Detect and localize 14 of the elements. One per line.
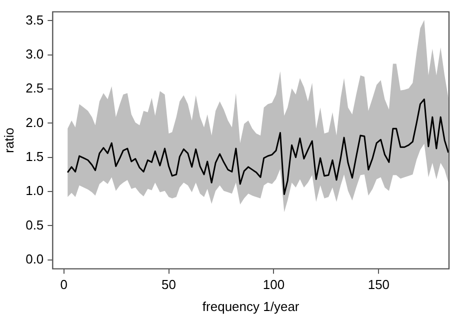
y-tick-label: 2.5: [26, 80, 44, 96]
x-tick-label: 50: [162, 277, 176, 292]
y-tick-label: 1.0: [26, 183, 44, 198]
x-tick-label: 100: [262, 277, 285, 292]
y-tick-label: 2.0: [26, 114, 44, 130]
y-tick-label: 3.0: [26, 46, 44, 62]
y-tick-label: 0.5: [26, 217, 44, 232]
y-tick-label: 0.0: [26, 251, 44, 266]
y-tick-label: 3.5: [26, 12, 44, 28]
y-tick-label: 1.5: [26, 148, 44, 164]
y-axis-title: ratio: [1, 128, 16, 153]
x-tick-label: 0: [60, 277, 68, 292]
x-axis-title: frequency 1/year: [202, 298, 300, 314]
x-tick-label: 150: [368, 277, 390, 292]
